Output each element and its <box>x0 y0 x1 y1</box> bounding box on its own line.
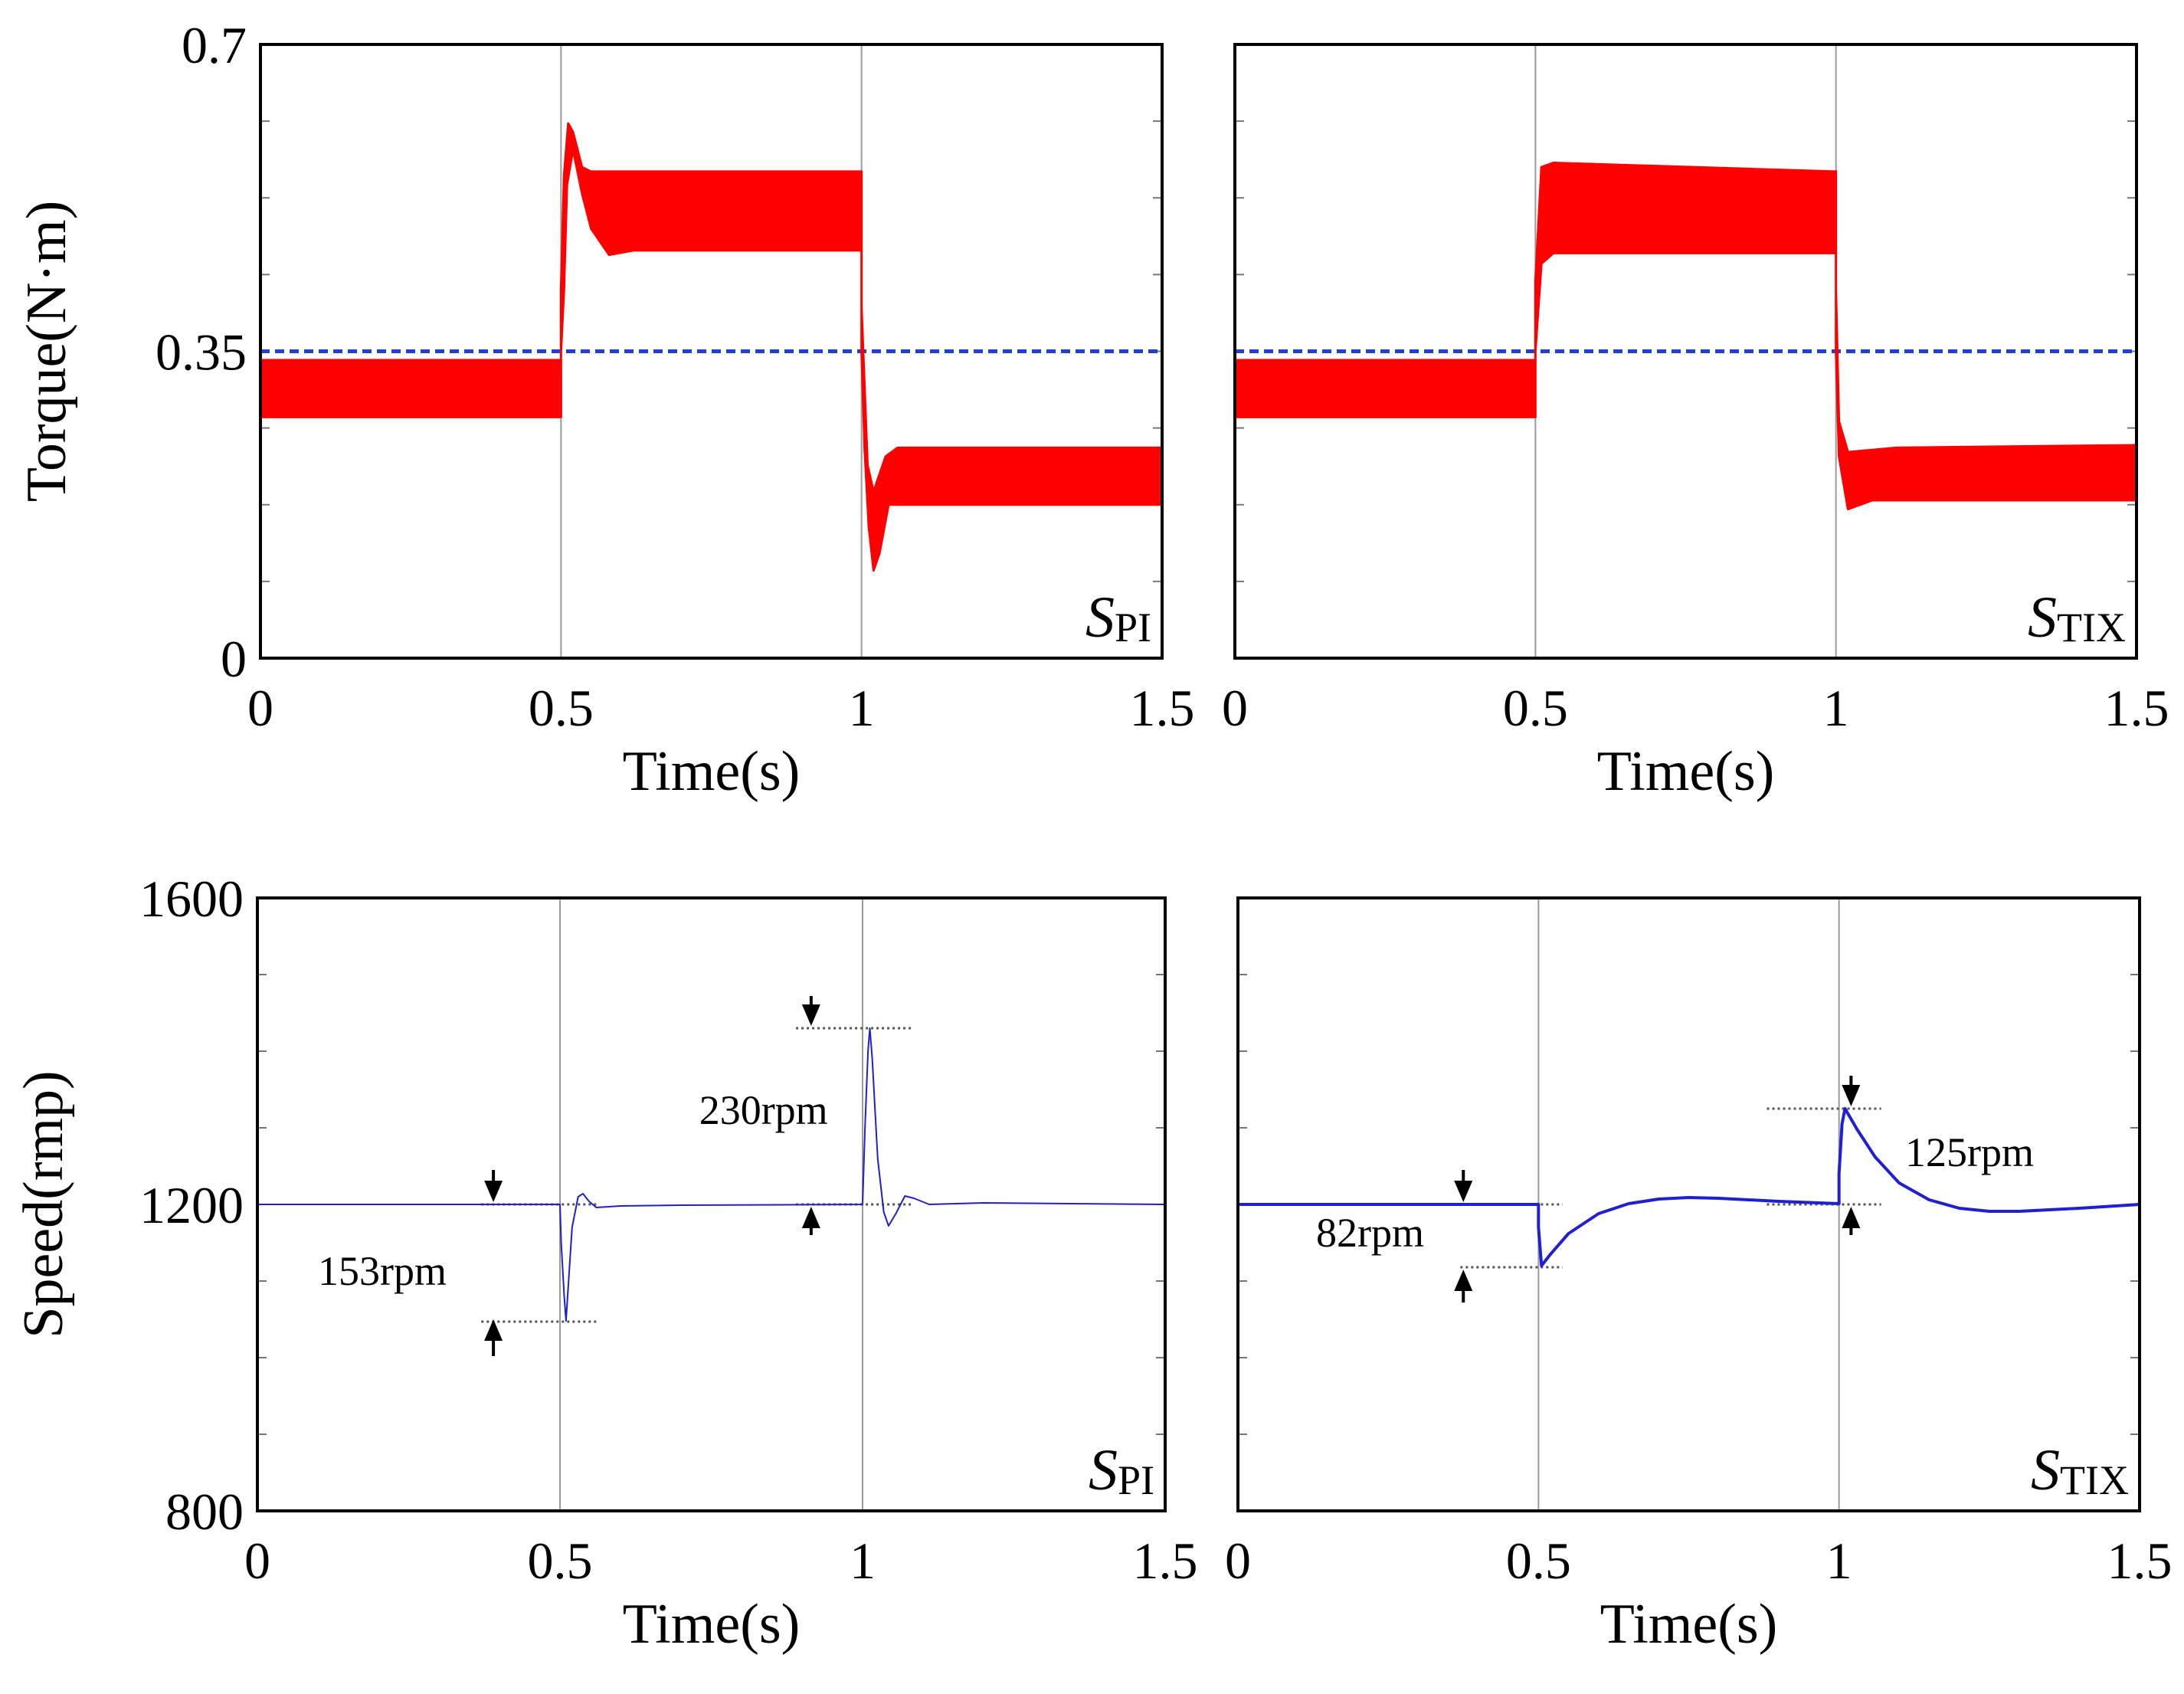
panel-label-main: S <box>1089 1438 1118 1502</box>
y-axis-title: Speed(rmp) <box>12 1070 75 1338</box>
y-tick-label: 1200 <box>139 1176 244 1234</box>
annotation-arrow-head <box>1454 1181 1473 1202</box>
x-tick-label: 0.5 <box>1506 1532 1571 1590</box>
annotation-arrow-head <box>1842 1207 1861 1228</box>
plot-frame <box>259 43 1164 660</box>
panel-label-sub: TIX <box>2057 605 2126 650</box>
panel-label-main: S <box>2028 585 2057 650</box>
annotation-arrow-head <box>801 1004 820 1026</box>
x-tick-label: 1.5 <box>1133 1532 1198 1590</box>
x-tick-label: 1.5 <box>2107 1532 2173 1590</box>
y-tick-label: 800 <box>165 1483 244 1541</box>
panel-label: SPI <box>1085 585 1151 650</box>
panel-torque-pi: 0 0.5 1 1.5 0 0.35 0.7 Time(s) Torque(N·m) SPI <box>15 16 1195 803</box>
y-tick-label: 0.7 <box>182 16 247 74</box>
x-tick-label: 0.5 <box>528 1532 593 1590</box>
x-tick-label: 1 <box>849 679 875 737</box>
panel-torque-tix: 0 0.5 1 1.5 Time(s) STIX <box>1222 43 2169 803</box>
annotation-text: 230rpm <box>699 1087 828 1133</box>
annotation-text: 125rpm <box>1905 1129 2034 1175</box>
plot-frame <box>1233 43 2138 660</box>
plot-frame <box>1236 896 2141 1512</box>
panel-label: STIX <box>2028 585 2126 650</box>
x-tick-label: 1.5 <box>1130 679 1195 737</box>
x-tick-label: 1 <box>1823 679 1849 737</box>
panel-label-sub: PI <box>1115 605 1151 650</box>
x-tick-label: 0 <box>1225 1532 1251 1590</box>
panel-label-main: S <box>2031 1438 2060 1502</box>
x-tick-label: 1.5 <box>2104 679 2169 737</box>
annotation-arrow-head <box>484 1319 503 1341</box>
annotation-text: 82rpm <box>1316 1210 1424 1256</box>
series-band-torque <box>259 122 1164 572</box>
x-tick-label: 0.5 <box>1503 679 1568 737</box>
y-tick-label: 1600 <box>139 870 244 928</box>
x-axis-title: Time(s) <box>623 1593 801 1656</box>
series-line-speed <box>257 1027 1166 1322</box>
annotation-arrow-head <box>1842 1085 1861 1106</box>
panel-label-sub: PI <box>1118 1457 1154 1503</box>
plot-frame <box>256 896 1167 1512</box>
x-tick-label: 0.5 <box>529 679 594 737</box>
panel-speed-pi: 153rpm 230rpm 0 0.5 1 1.5 800 1200 1600 Time(s) Sp… <box>12 870 1198 1656</box>
panel-label-main: S <box>1085 585 1115 650</box>
x-tick-label: 0 <box>1222 679 1248 737</box>
x-axis-title: Time(s) <box>1600 1593 1778 1656</box>
series-line-speed <box>1238 1107 2140 1267</box>
annotation-arrow-head <box>484 1181 503 1202</box>
annotation-arrow-head <box>1454 1270 1473 1291</box>
x-tick-label: 1 <box>850 1532 876 1590</box>
y-tick-label: 0 <box>221 630 247 688</box>
y-tick-label: 0.35 <box>156 323 247 382</box>
panel-label: SPI <box>1089 1438 1154 1503</box>
x-tick-label: 0 <box>244 1532 270 1590</box>
panel-label: STIX <box>2031 1438 2129 1503</box>
y-axis-title: Torque(N·m) <box>15 201 78 502</box>
annotation-arrow-head <box>801 1207 820 1228</box>
series-band-torque <box>1233 161 2138 510</box>
x-tick-label: 1 <box>1826 1532 1852 1590</box>
panel-label-sub: TIX <box>2060 1457 2129 1503</box>
x-axis-title: Time(s) <box>623 740 801 803</box>
x-axis-title: Time(s) <box>1597 740 1775 803</box>
x-tick-label: 0 <box>247 679 273 737</box>
panel-speed-tix: 82rpm 125rpm 0 0.5 1 1.5 Time(s) STIX <box>1225 896 2173 1656</box>
annotation-text: 153rpm <box>318 1248 447 1294</box>
